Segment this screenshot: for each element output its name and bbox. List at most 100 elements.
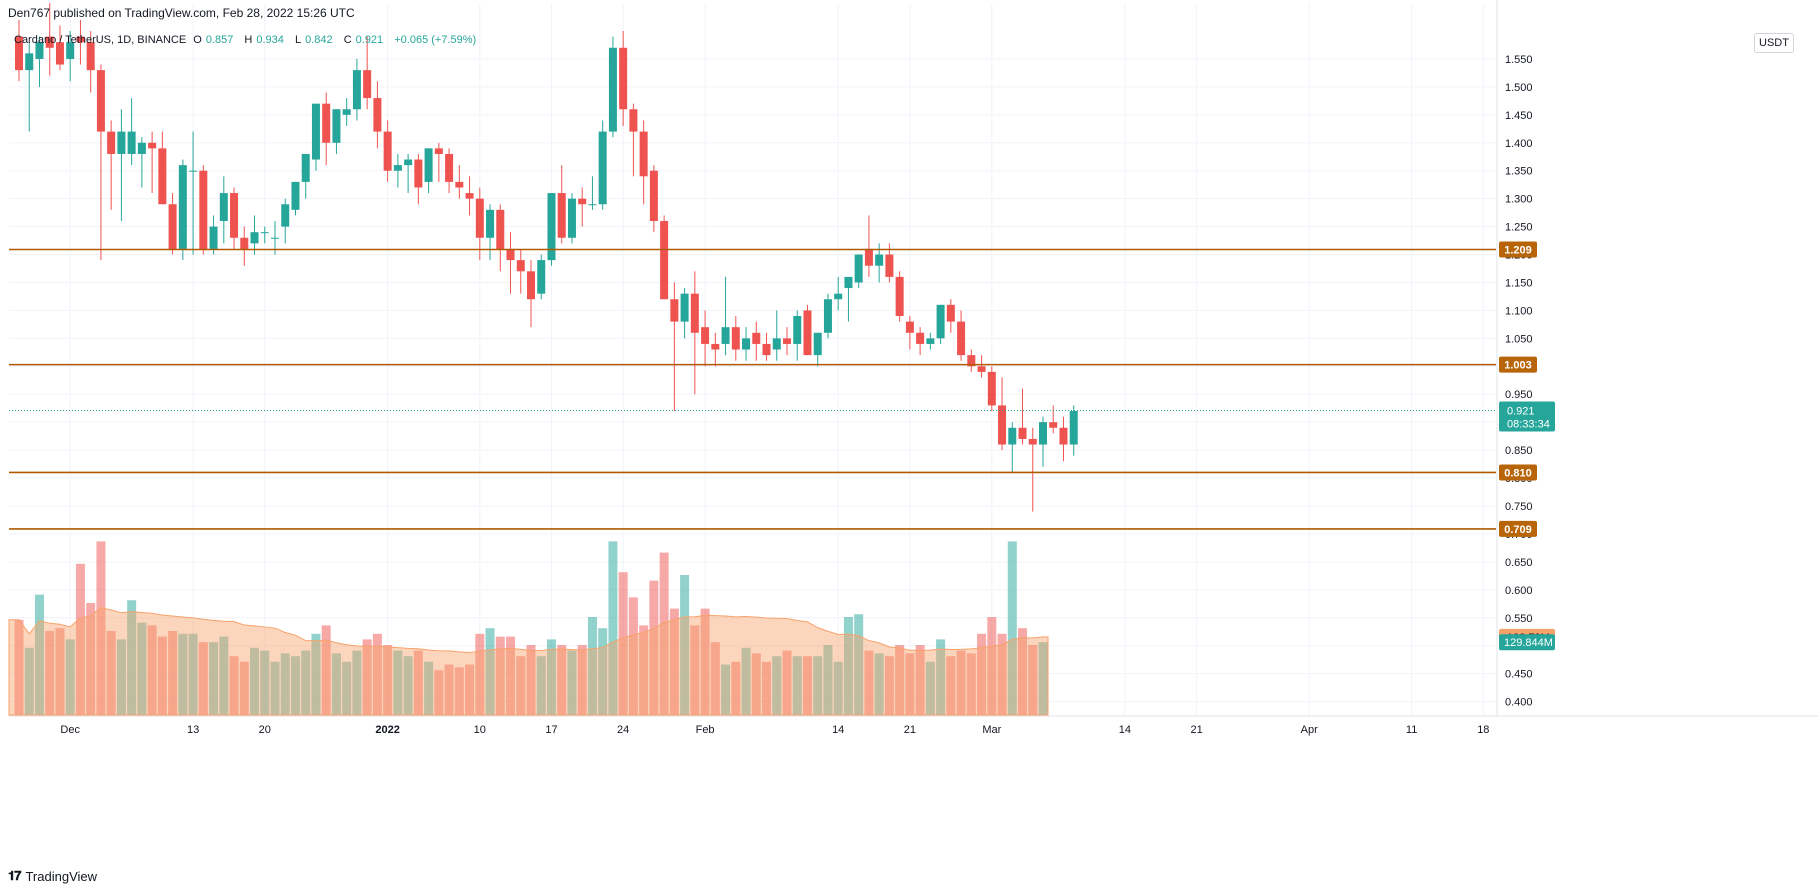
candle-body (506, 248, 515, 261)
y-tick-label: 0.850 (1505, 445, 1533, 457)
candle-body (465, 193, 474, 199)
candle-body (15, 36, 23, 71)
candle-body (670, 299, 679, 322)
volume-bar (843, 617, 853, 715)
level-badge-label: 1.003 (1504, 360, 1532, 372)
y-tick-label: 0.400 (1505, 697, 1533, 709)
candle-body (178, 165, 187, 249)
candle-body (496, 209, 505, 249)
candle-body (434, 148, 443, 154)
candle-body (598, 131, 607, 205)
level-badge-label: 0.810 (1504, 467, 1532, 479)
x-tick-label: 24 (617, 724, 629, 736)
x-tick-label: 2022 (375, 724, 399, 736)
candle-body (516, 260, 525, 272)
candle-body (752, 332, 761, 344)
y-tick-label: 1.050 (1505, 333, 1533, 345)
candle-body (608, 47, 617, 132)
volume-bar (874, 653, 884, 715)
candle-body (731, 327, 740, 350)
candle-body (783, 338, 791, 344)
candle-body (250, 232, 259, 244)
low-value: L 0.842 (294, 34, 333, 46)
candle-body (813, 332, 822, 356)
volume-bar (1038, 642, 1048, 715)
y-tick-label: 0.650 (1505, 557, 1533, 569)
volume-bar (362, 639, 372, 715)
candle-body (957, 321, 966, 356)
candle-body (209, 226, 218, 249)
volume-bar (966, 653, 976, 715)
candle-body (639, 131, 648, 177)
volume-bar (956, 650, 966, 715)
candle-body (649, 170, 658, 222)
candle-body (373, 98, 382, 132)
volume-bar (495, 636, 505, 715)
volume-bar (802, 656, 812, 715)
volume-bar (424, 661, 434, 715)
x-tick-label: Feb (696, 724, 715, 736)
tradingview-logo-icon: 𝟏𝟕 (8, 868, 22, 883)
candle-body (127, 131, 136, 154)
publisher-line: Den767 published on TradingView.com, Feb… (8, 6, 355, 20)
candle-body (148, 142, 157, 149)
volume-bar (485, 628, 495, 715)
volume-bar (260, 650, 270, 715)
volume-bar (700, 608, 710, 715)
volume-bar (34, 594, 44, 715)
candle-body (342, 109, 351, 115)
candle-body (352, 70, 361, 110)
volume-bar (536, 656, 546, 715)
candle-body (967, 355, 976, 367)
x-tick-label: 11 (1406, 724, 1417, 736)
candle-body (1049, 422, 1058, 428)
volume-bar (86, 603, 96, 715)
candle-body (885, 254, 894, 277)
volume-bar (669, 608, 679, 715)
x-tick-label: Apr (1301, 724, 1318, 736)
volume-bar (608, 541, 618, 715)
x-tick-label: 21 (1190, 724, 1202, 736)
volume-bar (506, 636, 516, 715)
candle-body (762, 343, 771, 356)
volume-bar (188, 633, 198, 715)
symbol-name[interactable]: Cardano / TetherUS, 1D, BINANCE (14, 34, 187, 46)
candle-body (998, 405, 1007, 445)
volume-bar (250, 647, 260, 715)
volume-bar (680, 575, 690, 715)
volume-bar (372, 633, 382, 715)
volume-bar (270, 661, 280, 715)
volume-bar (413, 650, 423, 715)
candle-body (803, 310, 812, 356)
level-badge-label: 1.209 (1504, 245, 1532, 257)
candle-body (711, 343, 720, 350)
volume-bar (628, 597, 638, 715)
volume-bar (721, 664, 731, 715)
volume-last-badge (1499, 634, 1555, 651)
volume-bar (977, 633, 987, 715)
candle-body (1028, 438, 1037, 445)
candle-body (742, 338, 751, 350)
volume-bar (915, 645, 925, 715)
tradingview-logo[interactable]: 𝟏𝟕 TradingView (8, 868, 97, 884)
candle-body (445, 153, 454, 182)
volume-bar (567, 650, 577, 715)
volume-bar (1007, 541, 1017, 715)
candle-body (475, 198, 484, 238)
volume-bar (526, 645, 536, 715)
y-tick-label: 0.750 (1505, 501, 1533, 513)
volume-bar (301, 650, 311, 715)
candle-body (680, 293, 689, 322)
candle-body (629, 109, 638, 132)
candle-body (322, 103, 331, 143)
candle-body (55, 42, 64, 65)
volume-bar (198, 642, 208, 715)
candle-body (486, 209, 495, 238)
currency-badge[interactable]: USDT (1754, 33, 1794, 53)
candle-body (946, 304, 955, 322)
candle-body (905, 321, 914, 333)
volume-bar (178, 633, 188, 715)
candle-body (936, 304, 945, 339)
candle-body (1018, 427, 1027, 439)
